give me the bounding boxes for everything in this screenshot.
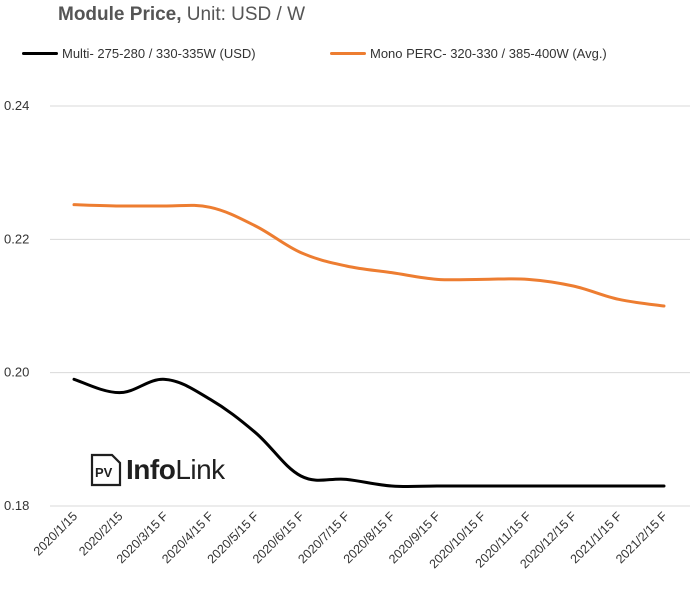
y-tick-label: 0.24 [4, 98, 29, 113]
series-line-multi [72, 377, 666, 489]
y-tick-label: 0.18 [4, 498, 29, 513]
legend-item-mono: Mono PERC- 320-330 / 385-400W (Avg.) [330, 46, 607, 61]
chart-title-unit: Unit: USD / W [181, 4, 306, 25]
legend-swatch-multi [22, 52, 58, 55]
legend-label-mono: Mono PERC- 320-330 / 385-400W (Avg.) [370, 46, 607, 61]
infolink-logo: PV InfoLink [90, 453, 225, 487]
logo-wordmark: InfoLink [126, 454, 225, 486]
chart-title: Module Price, Unit: USD / W [58, 4, 305, 26]
series-line-mono [72, 203, 666, 308]
logo-text-bold: Info [126, 454, 176, 485]
pv-badge-text: PV [95, 465, 113, 480]
chart-legend: Multi- 275-280 / 330-335W (USD) Mono PER… [0, 46, 700, 66]
y-tick-label: 0.22 [4, 231, 29, 246]
logo-text-rest: Link [175, 454, 225, 485]
legend-swatch-mono [330, 52, 366, 55]
pv-badge-icon: PV [90, 453, 122, 487]
y-tick-label: 0.20 [4, 365, 29, 380]
chart-title-bold: Module Price, [58, 4, 182, 25]
legend-item-multi: Multi- 275-280 / 330-335W (USD) [22, 46, 256, 61]
x-tick-label: 2020/1/15 [31, 509, 80, 558]
legend-label-multi: Multi- 275-280 / 330-335W (USD) [62, 46, 256, 61]
